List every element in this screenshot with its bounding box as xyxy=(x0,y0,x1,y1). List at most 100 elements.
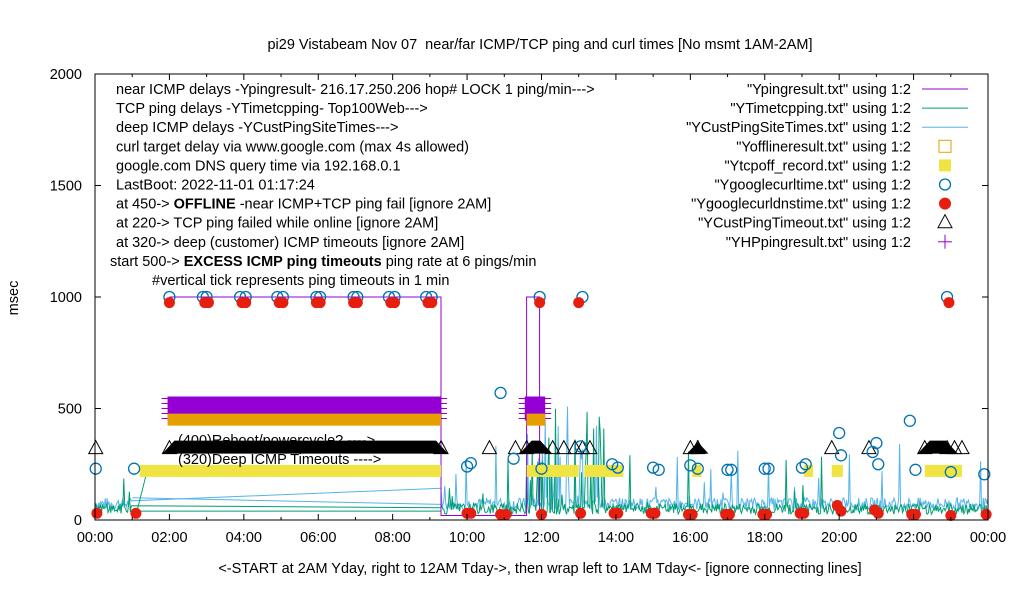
note-line: TCP ping delays -YTimetcpping- Top100Web… xyxy=(116,101,428,117)
curltime-marker xyxy=(870,436,883,450)
legend: "Ypingresult.txt" using 1:2 "YTimetcpping… xyxy=(686,82,968,251)
dnstime-marker xyxy=(534,297,546,309)
triangle-marker-band xyxy=(687,440,709,454)
dnstime-marker xyxy=(573,297,585,309)
series-line xyxy=(169,296,541,516)
curltime-marker xyxy=(903,414,917,427)
triangle-marker xyxy=(87,439,104,455)
legend-open-square-icon xyxy=(938,139,952,153)
curltime-marker xyxy=(646,461,660,474)
curltime-marker xyxy=(684,459,697,472)
note-line: at 320-> deep (customer) ICMP timeouts [… xyxy=(116,235,464,251)
series-line xyxy=(94,406,989,512)
dnstime-marker xyxy=(277,297,289,309)
triangle-marker-band xyxy=(917,440,958,454)
curltime-marker xyxy=(721,463,734,476)
note-line: start 500-> EXCESS ICMP ping timeouts pi… xyxy=(110,254,536,270)
curltime-marker xyxy=(833,426,846,440)
note-line: curl target delay via www.google.com (ma… xyxy=(116,139,469,155)
curltime-marker xyxy=(460,460,474,473)
y-tick-label: 0 xyxy=(74,513,82,529)
x-tick-label: 02:00 xyxy=(151,530,187,546)
legend-triangle-icon xyxy=(937,213,953,229)
y-tick-label: 2000 xyxy=(50,67,82,83)
curltime-marker xyxy=(725,463,738,476)
note-line: deep ICMP delays -YCustPingSiteTimes---> xyxy=(116,120,398,136)
chart-title: pi29 Vistabeam Nov 07 near/far ICMP/TCP … xyxy=(267,37,812,53)
triangle-marker xyxy=(916,439,933,455)
dnstime-marker xyxy=(575,507,587,519)
dnstime-marker xyxy=(389,297,401,309)
tcpoff-marker-band xyxy=(692,464,702,477)
triangle-marker xyxy=(518,439,535,455)
note-prefix: at 450-> xyxy=(116,197,174,213)
y-tick-label: 500 xyxy=(58,402,82,418)
note-suffix: -near ICMP+TCP ping fail [ignore 2AM] xyxy=(236,197,492,213)
dnstime-marker xyxy=(761,508,773,520)
triangle-marker xyxy=(555,439,572,455)
curltime-marker xyxy=(127,462,141,475)
y-tick-label: 1000 xyxy=(50,290,82,306)
triangle-marker xyxy=(823,439,840,455)
note-line: near ICMP delays -Ypingresult- 216.17.25… xyxy=(116,82,595,98)
legend-filled-circle-icon xyxy=(939,197,951,210)
y-tick-label: 1500 xyxy=(50,179,82,195)
note-bold: EXCESS ICMP ping timeouts xyxy=(184,254,382,270)
annotations: (400)Reboot/powercycle? ----> (320)Deep I… xyxy=(178,433,381,468)
x-axis-label: <-START at 2AM Yday, right to 12AM Tday-… xyxy=(218,561,861,577)
note-bold: OFFLINE xyxy=(174,197,236,213)
curltime-marker xyxy=(799,458,812,471)
dnstime-marker xyxy=(202,297,214,309)
x-tick-label: 04:00 xyxy=(226,530,262,546)
curltime-marker xyxy=(652,463,665,476)
dnstime-marker xyxy=(163,297,175,309)
offline-marker-band xyxy=(526,413,546,426)
x-tick-label: 08:00 xyxy=(375,530,411,546)
dnstime-marker xyxy=(943,297,955,309)
y-axis-label: msec xyxy=(6,281,22,316)
plot-data xyxy=(87,290,992,522)
dnstime-marker xyxy=(723,508,735,520)
annotation-reboot: (400)Reboot/powercycle? ----> xyxy=(178,433,375,449)
dnstime-marker xyxy=(314,297,326,309)
x-tick-label: 06:00 xyxy=(300,530,336,546)
legend-filled-square-icon xyxy=(939,159,951,172)
dnstime-marker xyxy=(240,297,252,309)
legend-label: "YCustPingTimeout.txt" using 1:2 xyxy=(698,216,911,232)
curltime-marker xyxy=(89,462,102,475)
curltime-marker xyxy=(535,462,548,475)
dnstime-marker xyxy=(649,507,661,519)
triangle-marker xyxy=(689,439,706,455)
note-line: at 220-> TCP ping failed while online [i… xyxy=(116,216,438,232)
curltime-marker xyxy=(872,458,885,471)
curltime-marker xyxy=(795,461,809,474)
triangle-marker-band xyxy=(519,440,553,454)
curltime-marker xyxy=(611,461,624,474)
x-tick-label: 12:00 xyxy=(523,530,559,546)
legend-open-circle-icon xyxy=(938,178,952,191)
legend-label: "Ygooglecurltime.txt" using 1:2 xyxy=(715,178,911,194)
x-tick-label: 22:00 xyxy=(895,530,931,546)
legend-label: "Ygooglecurldnstime.txt" using 1:2 xyxy=(691,197,911,213)
dnstime-marker xyxy=(351,297,363,309)
curltime-marker xyxy=(507,452,520,465)
dnstime-marker xyxy=(465,507,477,519)
offline-marker-band xyxy=(167,413,442,426)
x-tick-label: 20:00 xyxy=(821,530,857,546)
curltime-marker xyxy=(978,468,991,481)
tcpoff-marker-band xyxy=(924,464,962,477)
tcpoff-marker-band xyxy=(571,464,579,477)
curltime-marker xyxy=(909,463,922,476)
series-line xyxy=(132,497,442,505)
dnstime-marker xyxy=(872,507,884,519)
x-tick-label: 00:00 xyxy=(970,530,1006,546)
dnstime-marker xyxy=(612,507,624,519)
note-line: google.com DNS query time via 192.168.0.… xyxy=(116,158,401,174)
triangle-marker xyxy=(544,439,561,455)
note-line: #vertical tick represents ping timeouts … xyxy=(152,273,449,289)
dnstime-marker xyxy=(945,510,957,522)
triangle-marker-band xyxy=(162,440,449,454)
x-tick-label: 18:00 xyxy=(747,530,783,546)
legend-label: "Ypingresult.txt" using 1:2 xyxy=(747,82,911,98)
